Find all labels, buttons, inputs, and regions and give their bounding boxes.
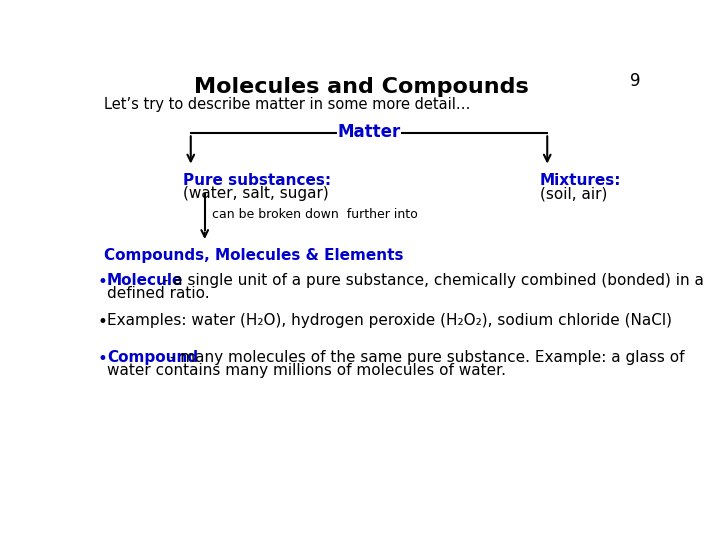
Text: Pure substances:: Pure substances: bbox=[183, 173, 331, 187]
Text: Matter: Matter bbox=[338, 123, 400, 141]
Text: (soil, air): (soil, air) bbox=[539, 186, 607, 201]
Text: •: • bbox=[98, 313, 107, 330]
Text: Compound: Compound bbox=[107, 350, 198, 364]
Text: Examples: water (H₂O), hydrogen peroxide (H₂O₂), sodium chloride (NaCl): Examples: water (H₂O), hydrogen peroxide… bbox=[107, 313, 672, 328]
Text: defined ratio.: defined ratio. bbox=[107, 286, 210, 301]
Text: water contains many millions of molecules of water.: water contains many millions of molecule… bbox=[107, 363, 506, 378]
Text: Molecule: Molecule bbox=[107, 273, 184, 288]
Text: can be broken down  further into: can be broken down further into bbox=[212, 208, 418, 221]
Text: - many molecules of the same pure substance. Example: a glass of: - many molecules of the same pure substa… bbox=[165, 350, 685, 364]
Text: 9: 9 bbox=[630, 72, 640, 91]
Text: •: • bbox=[98, 350, 107, 368]
Text: Molecules and Compounds: Molecules and Compounds bbox=[194, 77, 528, 97]
Text: Compounds, Molecules & Elements: Compounds, Molecules & Elements bbox=[104, 248, 403, 263]
Text: (water, salt, sugar): (water, salt, sugar) bbox=[183, 186, 329, 201]
Text: Mixtures:: Mixtures: bbox=[539, 173, 621, 187]
Text: •: • bbox=[98, 273, 107, 291]
Text: Let’s try to describe matter in some more detail…: Let’s try to describe matter in some mor… bbox=[104, 97, 470, 112]
Text: - a single unit of a pure substance, chemically combined (bonded) in a: - a single unit of a pure substance, che… bbox=[158, 273, 704, 288]
